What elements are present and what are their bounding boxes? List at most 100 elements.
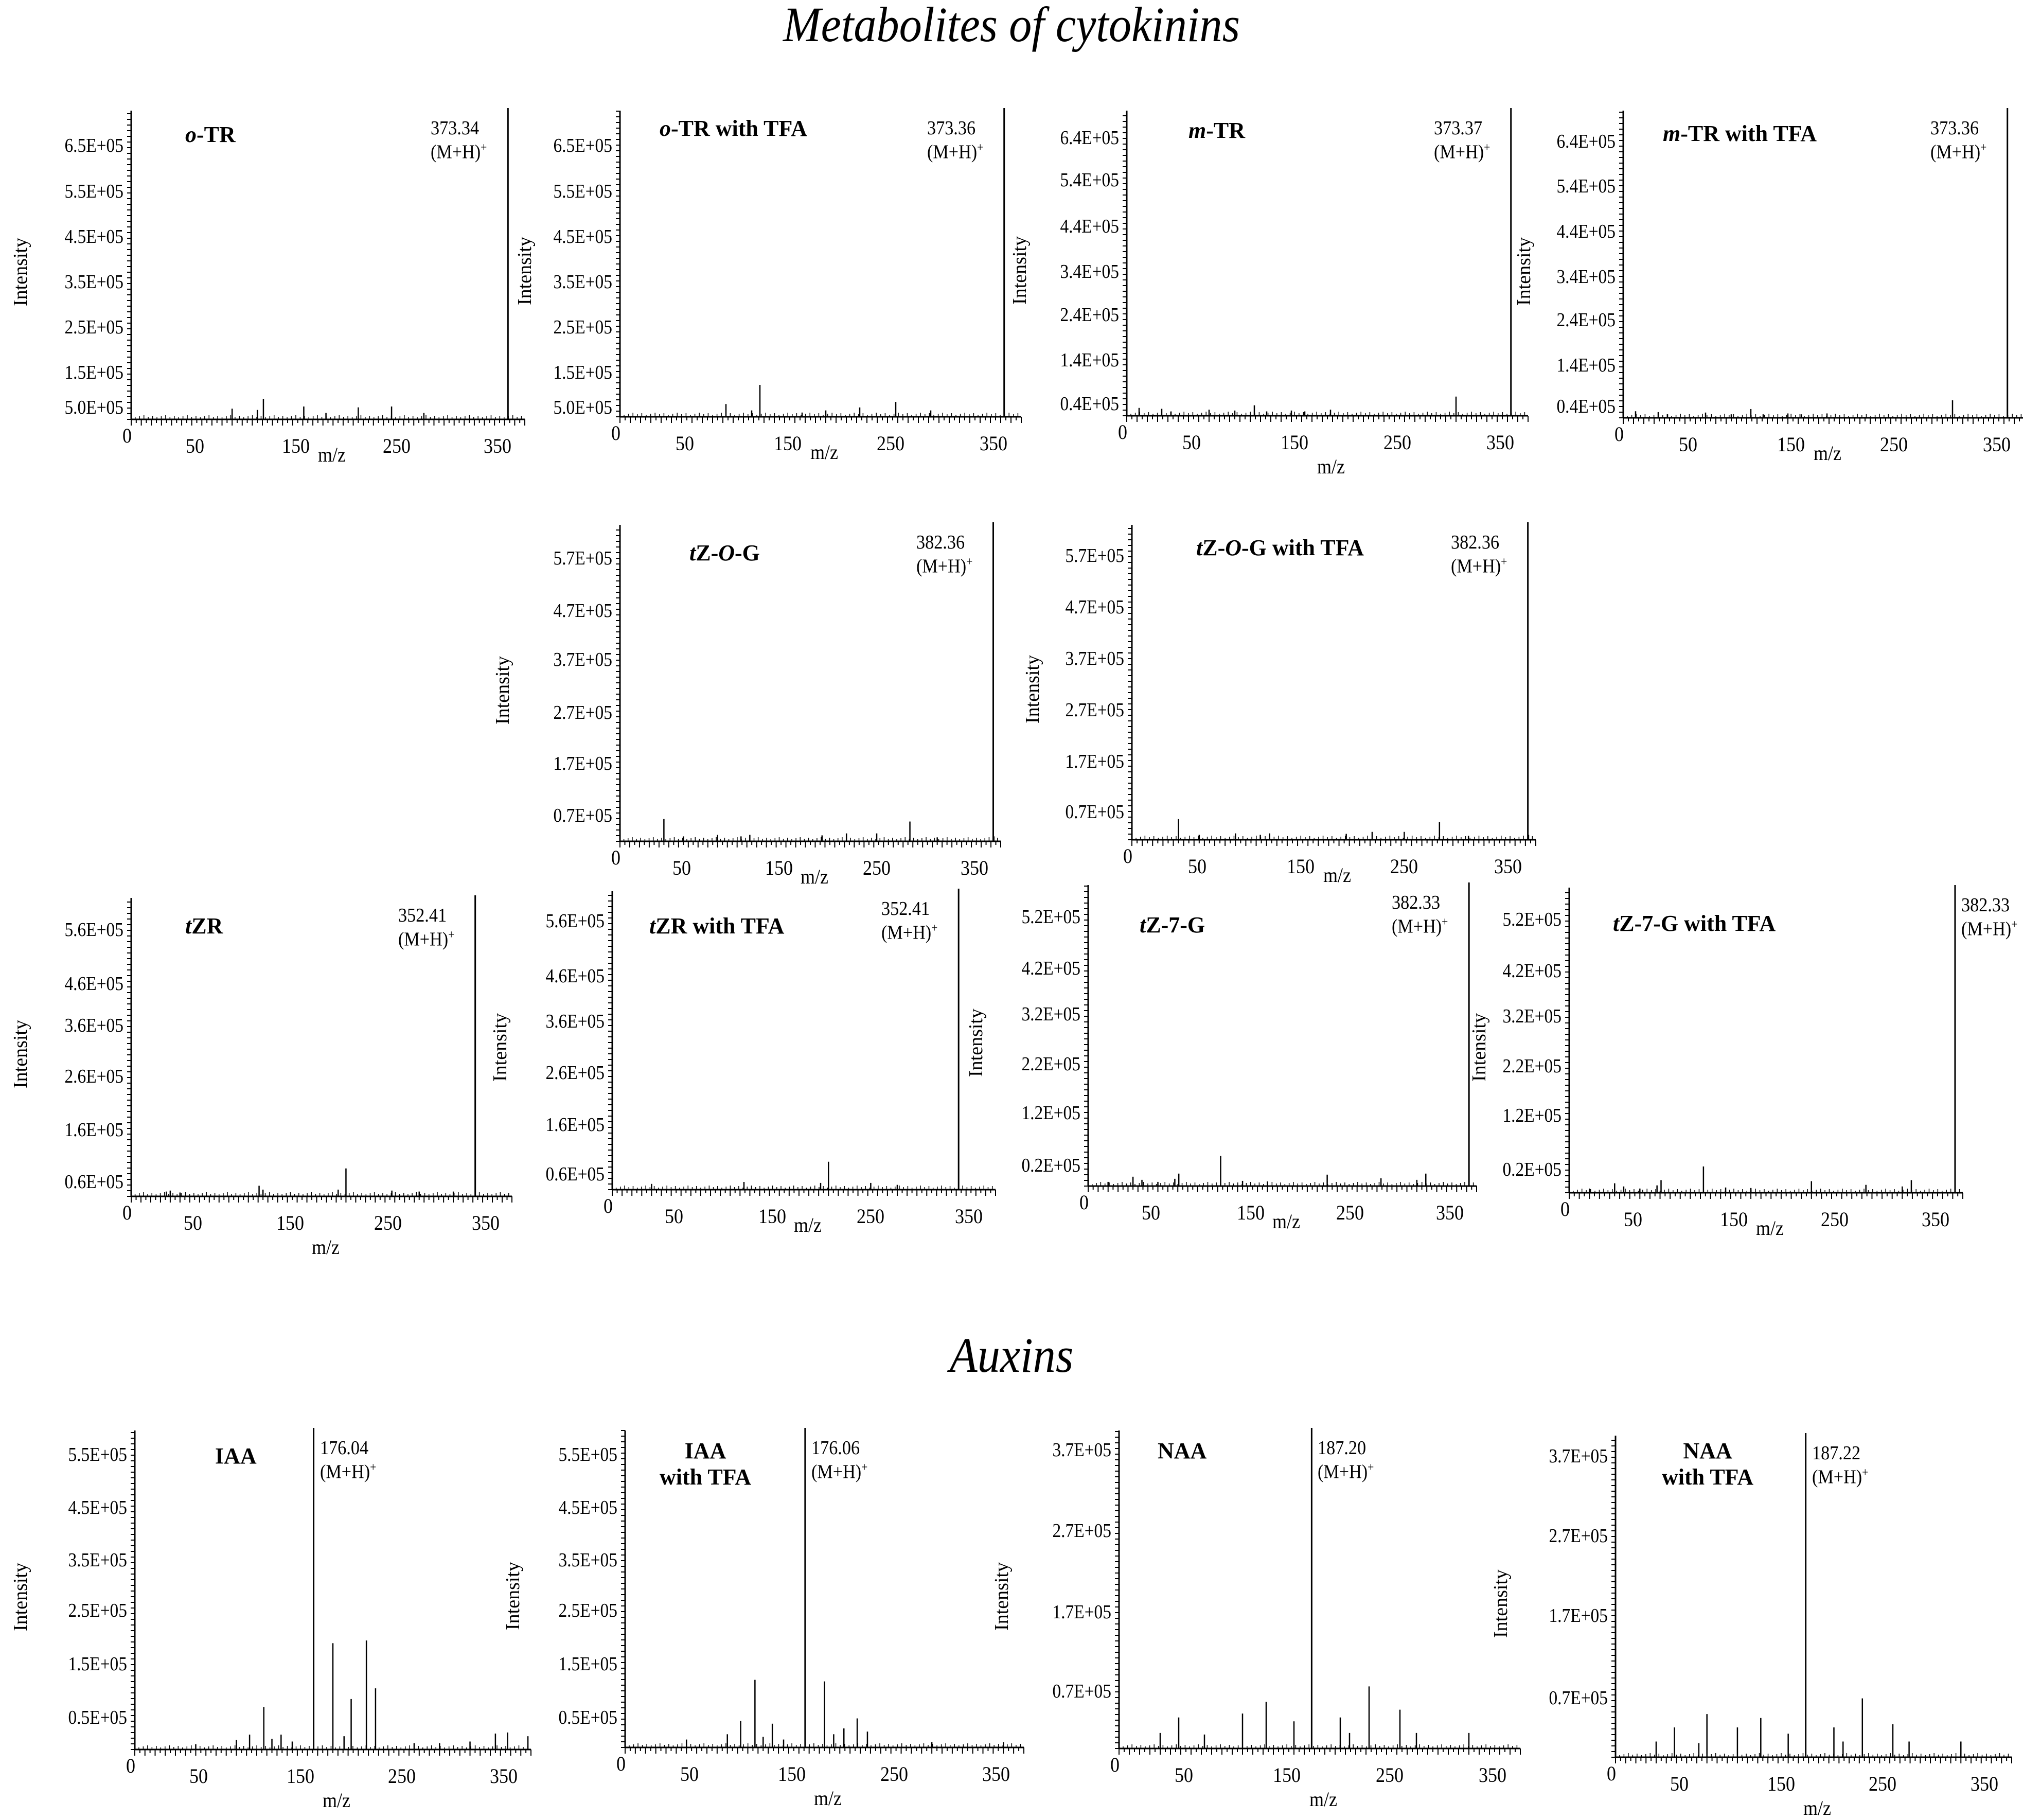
y-tick-label: 3.7E+05 <box>1065 648 1124 669</box>
x-tick-label: 250 <box>863 856 891 879</box>
x-axis-label: m/z <box>1317 455 1345 478</box>
x-tick-label: 250 <box>1869 1772 1897 1795</box>
x-tick-label: 50 <box>672 856 691 879</box>
x-tick-label: 150 <box>276 1211 305 1234</box>
y-tick-label: 5.6E+05 <box>545 910 605 932</box>
y-tick-label: 2.5E+05 <box>558 1600 617 1621</box>
base-peak-label: 187.20 (M+H)+ <box>1318 1437 1374 1483</box>
panel-title: tZ-O-G <box>689 540 760 566</box>
y-tick-label: 0.7E+05 <box>1549 1687 1608 1709</box>
x-tick-label: 350 <box>955 1205 983 1228</box>
x-tick-label: 150 <box>1719 1208 1748 1231</box>
x-tick-label: 250 <box>857 1205 885 1228</box>
y-tick-label: 4.4E+05 <box>1556 221 1616 242</box>
x-axis-label: m/z <box>814 1787 842 1810</box>
y-tick-label: 1.5E+05 <box>64 362 123 383</box>
y-tick-label: 1.6E+05 <box>545 1114 605 1136</box>
x-tick-label-origin: 0 <box>611 421 620 445</box>
x-tick-label: 150 <box>1236 1201 1265 1224</box>
x-tick-label: 150 <box>286 1764 314 1788</box>
base-peak-label: 373.37 (M+H)+ <box>1433 117 1490 163</box>
y-tick-label: 2.7E+05 <box>553 702 612 723</box>
x-tick-label: 250 <box>1383 431 1411 454</box>
y-tick-label: 0.7E+05 <box>553 805 612 826</box>
y-tick-label: 5.5E+05 <box>64 181 123 202</box>
x-tick-label: 50 <box>676 432 694 455</box>
y-tick-label: 4.2E+05 <box>1502 960 1561 982</box>
y-tick-label: 2.7E+05 <box>1549 1525 1608 1547</box>
x-tick-label-origin: 0 <box>611 846 620 869</box>
y-tick-label: 5.4E+05 <box>1060 169 1119 191</box>
base-peak-label: 373.36 (M+H)+ <box>1930 117 1987 163</box>
x-tick-label: 150 <box>1281 431 1308 454</box>
panel-title: m-TR <box>1188 118 1246 143</box>
y-tick-label: 2.4E+05 <box>1556 309 1616 331</box>
x-tick-label: 150 <box>774 432 802 455</box>
y-axis-label: Intensity <box>10 1563 31 1631</box>
x-tick-label: 350 <box>960 856 988 879</box>
y-tick-label: 0.4E+05 <box>1556 396 1616 417</box>
y-tick-label: 0.4E+05 <box>1060 393 1119 415</box>
y-tick-label: 6.4E+05 <box>1556 131 1616 152</box>
y-tick-label: 4.6E+05 <box>64 973 123 995</box>
y-tick-label: 2.2E+05 <box>1502 1055 1561 1077</box>
x-tick-label: 350 <box>1479 1763 1506 1787</box>
x-tick-label: 150 <box>1273 1763 1301 1787</box>
y-tick-label: 1.7E+05 <box>1549 1605 1608 1627</box>
y-tick-label: 2.4E+05 <box>1060 304 1119 326</box>
panel-title: o-TR with TFA <box>660 116 807 141</box>
y-tick-label: 1.7E+05 <box>1052 1601 1111 1623</box>
section-title-cytokinins: Metabolites of cytokinins <box>783 0 1240 52</box>
x-tick-label: 50 <box>1175 1763 1193 1787</box>
y-tick-label: 1.5E+05 <box>558 1653 617 1675</box>
x-tick-label-origin: 0 <box>126 1754 135 1777</box>
x-axis-label: m/z <box>800 865 828 888</box>
x-tick-label: 150 <box>281 434 310 457</box>
x-tick-label: 50 <box>1141 1201 1160 1224</box>
y-tick-label: 5.5E+05 <box>553 181 612 202</box>
y-tick-label: 2.6E+05 <box>545 1062 605 1084</box>
x-tick-label: 250 <box>877 432 904 455</box>
y-tick-label: 5.2E+05 <box>1502 909 1561 930</box>
x-tick-label-origin: 0 <box>122 1201 132 1224</box>
y-tick-label: 4.5E+05 <box>553 226 612 248</box>
x-tick-label: 150 <box>765 856 793 879</box>
x-tick-label: 250 <box>1880 433 1908 456</box>
y-tick-label: 0.5E+05 <box>68 1707 127 1728</box>
y-tick-label: 3.7E+05 <box>1052 1439 1111 1461</box>
x-tick-label: 50 <box>665 1205 684 1228</box>
y-tick-label: 4.6E+05 <box>545 965 605 987</box>
panel-title: o-TR <box>185 122 236 147</box>
x-axis-label: m/z <box>1803 1796 1831 1819</box>
panel-title: tZ-7-G with TFA <box>1613 911 1776 936</box>
y-tick-label: 5.5E+05 <box>68 1444 127 1465</box>
x-tick-label: 350 <box>471 1211 500 1234</box>
y-tick-label: 3.4E+05 <box>1060 261 1119 282</box>
panel-title: tZ-O-G with TFA <box>1196 535 1364 560</box>
x-tick-label: 250 <box>388 1764 416 1788</box>
base-peak-label: 373.34 (M+H)+ <box>431 117 487 163</box>
x-tick-label-origin: 0 <box>1123 844 1132 868</box>
y-tick-label: 3.2E+05 <box>1021 1003 1080 1025</box>
y-tick-label: 5.5E+05 <box>558 1444 617 1465</box>
x-tick-label: 150 <box>1767 1772 1795 1795</box>
y-tick-label: 0.6E+05 <box>545 1163 605 1185</box>
y-tick-label: 4.4E+05 <box>1060 216 1119 237</box>
y-tick-label: 2.5E+05 <box>68 1600 127 1621</box>
base-peak-label: 373.36 (M+H)+ <box>927 117 984 163</box>
base-peak-label: 176.06 (M+H)+ <box>811 1437 868 1483</box>
base-peak-label: 382.33 (M+H)+ <box>1961 894 2018 940</box>
y-tick-label: 2.5E+05 <box>553 316 612 338</box>
base-peak-label: 382.33 (M+H)+ <box>1392 892 1448 938</box>
x-tick-label: 50 <box>1187 855 1206 878</box>
base-peak-label: 352.41 (M+H)+ <box>398 905 455 950</box>
panel-title: tZR <box>185 913 223 939</box>
y-tick-label: 3.7E+05 <box>1549 1445 1608 1467</box>
x-tick-label: 250 <box>1820 1208 1849 1231</box>
x-tick-label: 150 <box>1777 433 1805 456</box>
y-tick-label: 5.6E+05 <box>64 919 123 941</box>
y-tick-label: 1.7E+05 <box>1065 751 1124 772</box>
x-tick-label: 350 <box>1435 1201 1464 1224</box>
x-tick-label-origin: 0 <box>122 424 132 447</box>
x-axis-label: m/z <box>794 1213 822 1236</box>
